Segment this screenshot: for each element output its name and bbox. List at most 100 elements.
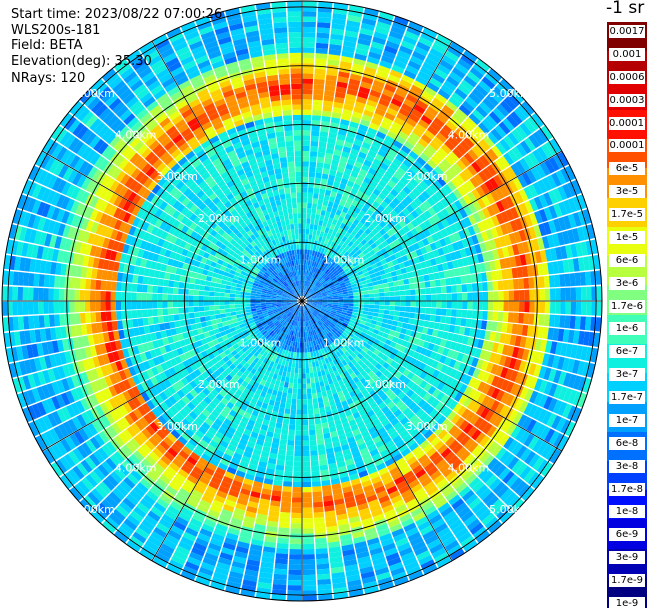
beta-cell [348, 295, 354, 299]
beta-cell [456, 352, 465, 362]
beta-cell [209, 310, 216, 316]
beta-cell [515, 462, 528, 477]
beta-cell [437, 147, 448, 158]
beta-cell [313, 506, 324, 513]
beta-cell [310, 340, 314, 347]
beta-cell [489, 478, 502, 491]
beta-cell [392, 20, 407, 31]
beta-cell [449, 202, 459, 213]
beta-cell [363, 484, 374, 493]
beta-cell [220, 508, 233, 518]
beta-cell [241, 483, 252, 491]
beta-cell [450, 277, 457, 285]
beta-cell [548, 275, 556, 288]
beta-cell [352, 428, 361, 437]
beta-cell [318, 193, 325, 200]
beta-cell [443, 270, 451, 278]
beta-cell [414, 545, 429, 556]
beta-cell [344, 30, 359, 38]
beta-cell [346, 220, 353, 228]
beta-cell [228, 336, 235, 343]
beta-cell [321, 306, 327, 309]
beta-cell [302, 192, 308, 198]
beta-cell [563, 199, 573, 214]
beta-cell [311, 465, 320, 472]
beta-cell [259, 429, 267, 436]
beta-cell [429, 513, 443, 525]
beta-cell [375, 184, 384, 192]
beta-cell [312, 99, 323, 106]
beta-cell [355, 346, 363, 353]
beta-cell [415, 184, 425, 194]
beta-cell [237, 340, 244, 347]
beta-cell [474, 243, 482, 254]
beta-cell [150, 397, 160, 408]
beta-cell [164, 322, 171, 330]
beta-cell [428, 216, 437, 226]
beta-cell [374, 108, 386, 117]
beta-cell [310, 291, 315, 295]
beta-cell [292, 320, 296, 326]
beta-cell [476, 198, 487, 209]
beta-cell [316, 365, 321, 372]
beta-cell [310, 455, 319, 462]
beta-cell [298, 373, 302, 379]
beta-cell [434, 353, 442, 362]
beta-cell [399, 189, 408, 199]
beta-cell [398, 374, 407, 383]
beta-cell [110, 471, 123, 484]
beta-cell [77, 360, 86, 373]
beta-cell [189, 517, 203, 528]
beta-cell [210, 476, 222, 486]
beta-cell [293, 383, 298, 389]
beta-cell [323, 249, 328, 255]
beta-cell [555, 301, 561, 314]
beta-cell [195, 537, 209, 548]
beta-cell [403, 122, 415, 132]
beta-cell [350, 317, 357, 322]
beta-cell [293, 466, 302, 472]
beta-cell [282, 423, 289, 430]
beta-cell [558, 371, 567, 386]
beta-cell [141, 458, 153, 470]
beta-cell [332, 304, 338, 307]
beta-cell [302, 497, 313, 503]
beta-cell [331, 376, 338, 384]
beta-cell [500, 211, 510, 223]
beta-cell [422, 61, 436, 73]
beta-cell [384, 301, 390, 306]
beta-cell [302, 94, 313, 100]
beta-cell [317, 11, 332, 18]
beta-cell [285, 460, 294, 467]
beta-cell [504, 257, 512, 269]
beta-cell [320, 309, 326, 313]
beta-cell [308, 289, 313, 294]
beta-cell [509, 334, 517, 346]
beta-cell [336, 337, 343, 344]
beta-cell [341, 113, 352, 122]
beta-cell [384, 328, 391, 335]
beta-cell [271, 325, 277, 331]
beta-cell [302, 440, 310, 446]
beta-cell [547, 327, 554, 340]
beta-cell [333, 334, 339, 340]
beta-cell [558, 216, 567, 231]
beta-cell [317, 301, 323, 304]
beta-cell [243, 515, 256, 524]
beta-cell [355, 133, 365, 142]
beta-cell [223, 338, 231, 345]
beta-cell [167, 447, 178, 458]
beta-cell [203, 490, 216, 500]
beta-cell [153, 418, 164, 429]
beta-cell [462, 194, 472, 205]
beta-cell [531, 474, 545, 490]
beta-cell [574, 272, 581, 286]
beta-cell [398, 219, 407, 228]
beta-cell [264, 339, 270, 346]
beta-cell [230, 484, 241, 493]
beta-cell [274, 368, 280, 375]
beta-cell [352, 376, 360, 384]
beta-cell [471, 88, 485, 101]
beta-cell [333, 225, 340, 232]
beta-cell [316, 305, 322, 308]
